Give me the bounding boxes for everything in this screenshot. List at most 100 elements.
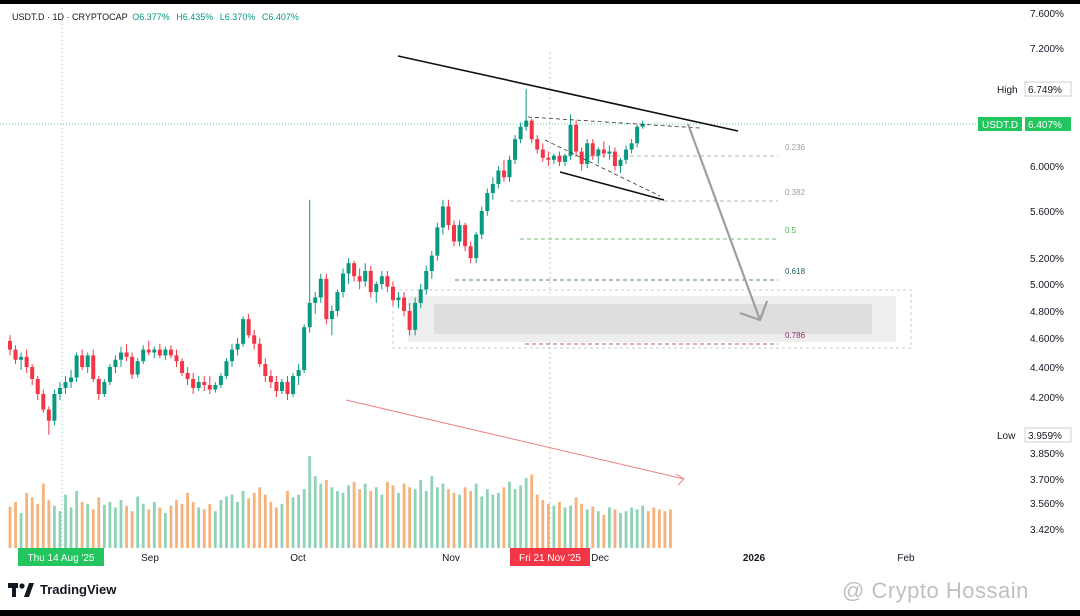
price-tick: 3.420% — [1030, 525, 1064, 536]
candle-body — [213, 385, 218, 390]
candle-body — [235, 343, 240, 350]
volume-bar — [430, 476, 434, 548]
volume-bar — [413, 489, 417, 548]
volume-bar — [469, 490, 473, 548]
candle-body — [180, 361, 185, 373]
candle-body — [41, 394, 46, 410]
candle-body — [601, 149, 606, 154]
volume-bar — [447, 489, 450, 548]
volume-trend-arrowhead — [675, 473, 685, 486]
candle-body — [30, 367, 35, 379]
candle-body — [585, 143, 590, 164]
volume-bars — [8, 456, 672, 548]
candle-body — [329, 311, 334, 320]
volume-bar — [213, 511, 217, 548]
volume-bar — [58, 511, 62, 548]
candle-body — [152, 349, 157, 353]
candle-body — [157, 349, 162, 356]
volume-bar — [108, 502, 112, 548]
volume-bar — [291, 497, 295, 548]
brand-logo[interactable]: TradingView — [8, 582, 116, 597]
volume-bar — [47, 500, 51, 548]
volume-bar — [508, 481, 511, 548]
candle-body — [579, 151, 584, 164]
candle-body — [346, 263, 351, 274]
volume-bar — [263, 494, 267, 548]
price-tick: 7.200% — [1030, 44, 1064, 55]
volume-bar — [297, 494, 300, 548]
highlighted-date: Fri 21 Nov '25 — [519, 553, 581, 564]
candle-body — [501, 170, 506, 178]
high-label: High — [997, 85, 1018, 96]
volume-bar — [408, 487, 411, 548]
candle-body — [374, 284, 379, 293]
candle-body — [24, 356, 29, 367]
volume-bar — [646, 511, 650, 548]
candle-body — [285, 382, 290, 394]
candle-body — [318, 278, 323, 298]
volume-bar — [275, 507, 278, 548]
volume-bar — [319, 483, 323, 548]
fib-label: 0.5 — [785, 226, 797, 235]
volume-bar — [286, 490, 289, 548]
volume-bar — [397, 492, 400, 548]
highlighted-date: Thu 14 Aug '25 — [28, 553, 95, 564]
candle-body — [440, 206, 445, 228]
price-tick: 3.560% — [1030, 499, 1064, 510]
volume-bar — [574, 497, 578, 548]
volume-bar — [230, 494, 234, 548]
drawings — [345, 55, 769, 486]
candle-body — [196, 382, 201, 388]
candle-body — [452, 225, 456, 242]
time-tick: Nov — [442, 553, 460, 564]
volume-bar — [524, 478, 528, 548]
low-value: 3.959% — [1028, 431, 1062, 442]
candle-body — [146, 349, 151, 353]
candle-body — [418, 289, 423, 303]
volume-bar — [624, 511, 628, 548]
volume-bar — [114, 507, 117, 548]
volume-bar — [513, 489, 517, 548]
volume-bar — [69, 507, 73, 548]
candle-body — [468, 246, 473, 258]
volume-bar — [280, 503, 284, 548]
close-value: C6.407% — [261, 12, 299, 22]
candle-body — [429, 255, 434, 271]
candle-body — [52, 394, 57, 421]
price-tick: 4.600% — [1030, 334, 1064, 345]
channel-mid — [527, 116, 701, 129]
candle-body — [379, 276, 384, 284]
candle-body — [241, 319, 246, 344]
volume-bar — [80, 502, 84, 548]
volume-bar — [386, 481, 389, 548]
volume-bar — [391, 485, 395, 548]
volume-bar — [419, 479, 423, 548]
volume-trend-arrow — [345, 399, 685, 480]
volume-bar — [630, 507, 633, 548]
candle-body — [551, 155, 556, 160]
volume-bar — [86, 503, 90, 548]
volume-bar — [497, 492, 500, 548]
volume-bar — [202, 509, 206, 548]
candle-body — [252, 335, 257, 344]
candle-body — [19, 356, 24, 360]
volume-bar — [225, 496, 228, 548]
candle-body — [463, 225, 468, 247]
candle-body — [335, 292, 340, 311]
candle-body — [74, 355, 79, 378]
candle-body — [274, 382, 279, 391]
volume-bar — [8, 506, 12, 548]
projection-arrowhead — [739, 300, 769, 322]
candle-body — [624, 149, 629, 160]
candle-body — [557, 155, 562, 162]
price-tick: 5.200% — [1030, 254, 1064, 265]
candle-body — [91, 355, 96, 379]
volume-bar — [308, 456, 312, 548]
candle-body — [457, 225, 462, 242]
candle-body — [563, 155, 567, 162]
volume-bar — [164, 513, 167, 548]
candle-body — [640, 123, 645, 127]
volume-bar — [53, 505, 56, 548]
volume-bar — [19, 513, 23, 548]
